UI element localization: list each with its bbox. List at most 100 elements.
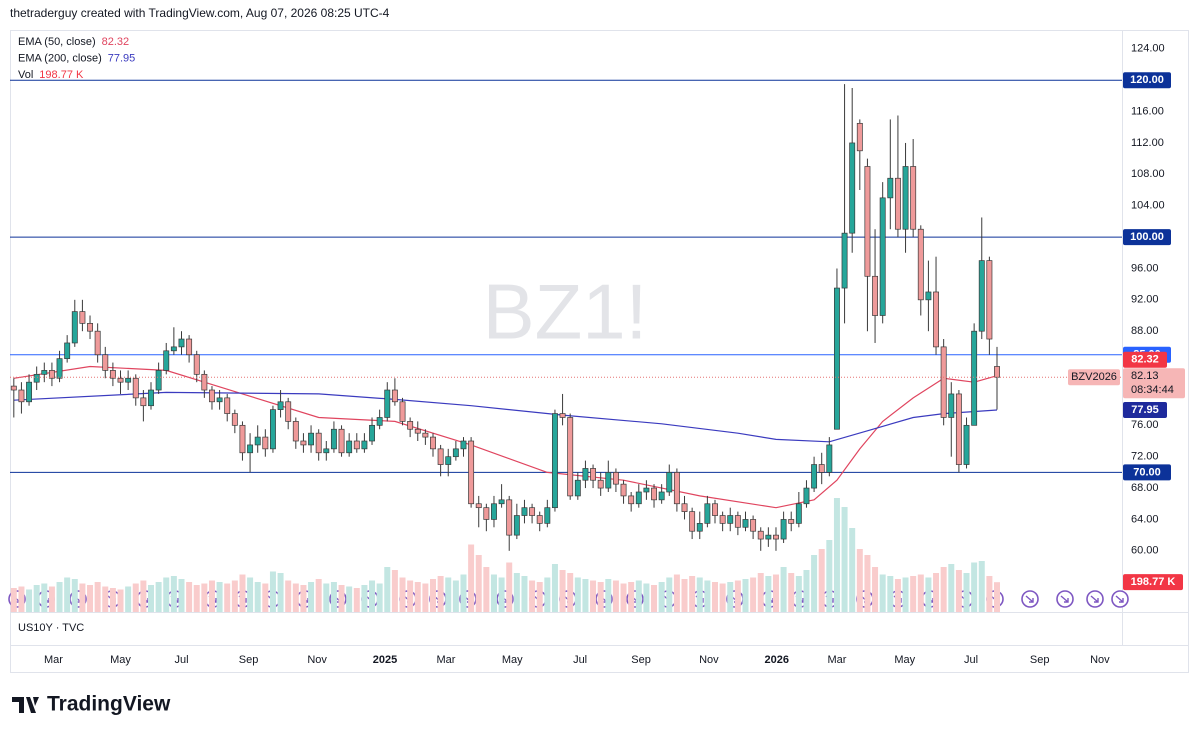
volume-bar (56, 582, 63, 612)
candle-body (940, 346, 947, 418)
ema-badge-label: 82.32 (1131, 354, 1159, 366)
candle-body (910, 166, 917, 230)
x-tick-label: Jul (573, 654, 587, 666)
candle-body (407, 421, 414, 430)
event-icon (1111, 590, 1129, 608)
volume-bar (841, 507, 848, 612)
volume-bar (948, 564, 955, 612)
ema-badge (1123, 351, 1167, 368)
volume-bar (468, 544, 475, 612)
volume-bar (879, 574, 886, 612)
volume-bar (414, 582, 421, 612)
candle-body (87, 323, 93, 332)
volume-bar (300, 585, 307, 612)
legend-name: EMA (50, close) (18, 36, 96, 48)
event-icon-arrow (1025, 595, 1034, 603)
volume-bar (186, 582, 193, 612)
volume-bar (559, 570, 566, 612)
x-tick-label: Mar (827, 654, 846, 666)
candle-body (41, 370, 48, 375)
volume-bar (239, 574, 246, 612)
candle-body (612, 472, 619, 485)
volume-bar (353, 588, 360, 612)
candle-body (712, 503, 718, 516)
volume-bar (407, 580, 414, 612)
candle-body (506, 499, 513, 536)
candle-body (64, 342, 71, 359)
volume-bar (262, 583, 269, 612)
candle-body (894, 177, 901, 230)
x-tick-label: Mar (44, 654, 63, 666)
level-label: 120.00 (1130, 74, 1164, 86)
candle-body (231, 413, 238, 426)
volume-bar (811, 555, 818, 612)
candle-body (422, 432, 429, 438)
volume-bar (132, 583, 139, 612)
candle-body (376, 417, 383, 426)
volume-bar (346, 586, 353, 612)
y-tick-label: 112.00 (1131, 137, 1164, 149)
volume-bar (521, 576, 528, 612)
price-badge (1123, 368, 1185, 399)
volume-bar (978, 561, 985, 612)
volume-bar (719, 583, 726, 612)
candle-body (353, 440, 360, 450)
candle-body (704, 503, 711, 524)
legend-name: Vol (18, 69, 33, 81)
volume-bar (170, 576, 177, 612)
candle-body (628, 495, 635, 505)
candle-body (727, 515, 734, 524)
symbol-badge (1068, 369, 1120, 386)
candle-body (833, 287, 840, 430)
candle-body (864, 166, 871, 277)
volume-bar (330, 582, 337, 612)
candle-body (285, 401, 292, 422)
candle-body (292, 421, 299, 442)
volume-bar (818, 549, 825, 612)
candle-body (513, 515, 520, 536)
candle-body (315, 432, 322, 454)
event-icon-arrow (1060, 595, 1069, 603)
y-tick-label: 60.00 (1131, 545, 1159, 557)
candle-body (391, 389, 398, 403)
candle-body (79, 311, 86, 324)
volume-bar (460, 574, 467, 612)
y-tick-label: 64.00 (1131, 513, 1159, 525)
candle-body (818, 464, 825, 473)
candle-body (224, 397, 231, 414)
volume-bar (94, 582, 101, 612)
header: thetraderguy created with TradingView.co… (10, 6, 390, 20)
volume-bar (849, 528, 856, 612)
candle-body (186, 338, 193, 356)
volume-bar (712, 582, 719, 612)
candle-body (551, 413, 558, 509)
volume-bar (597, 582, 604, 612)
candle-body (254, 436, 261, 446)
volume-bar (117, 589, 124, 612)
logo: TradingView (12, 693, 171, 716)
volume-bar (574, 577, 581, 612)
symbol-label: BZV2026 (1071, 371, 1117, 383)
volume-badge (1123, 574, 1183, 591)
candle-body (48, 370, 55, 379)
y-tick-label: 116.00 (1131, 105, 1164, 117)
brand: TradingView (47, 693, 171, 716)
candle-body (643, 487, 650, 493)
candle-body (879, 197, 886, 316)
volume-badge-label: 198.77 K (1131, 576, 1176, 588)
candle-body (994, 366, 1000, 378)
volume-bar (536, 582, 543, 612)
candle-body (856, 122, 863, 152)
volume-bar (750, 577, 757, 612)
candle-body (666, 472, 673, 493)
volume-bar (940, 567, 947, 612)
volume-bar (125, 586, 132, 612)
volume-bar (704, 580, 711, 612)
volume-bar (445, 577, 452, 612)
candle-body (140, 397, 147, 407)
volume-bar (551, 564, 558, 612)
volume-bar (33, 585, 40, 612)
candle-body (559, 413, 566, 418)
candle-body (369, 424, 375, 442)
